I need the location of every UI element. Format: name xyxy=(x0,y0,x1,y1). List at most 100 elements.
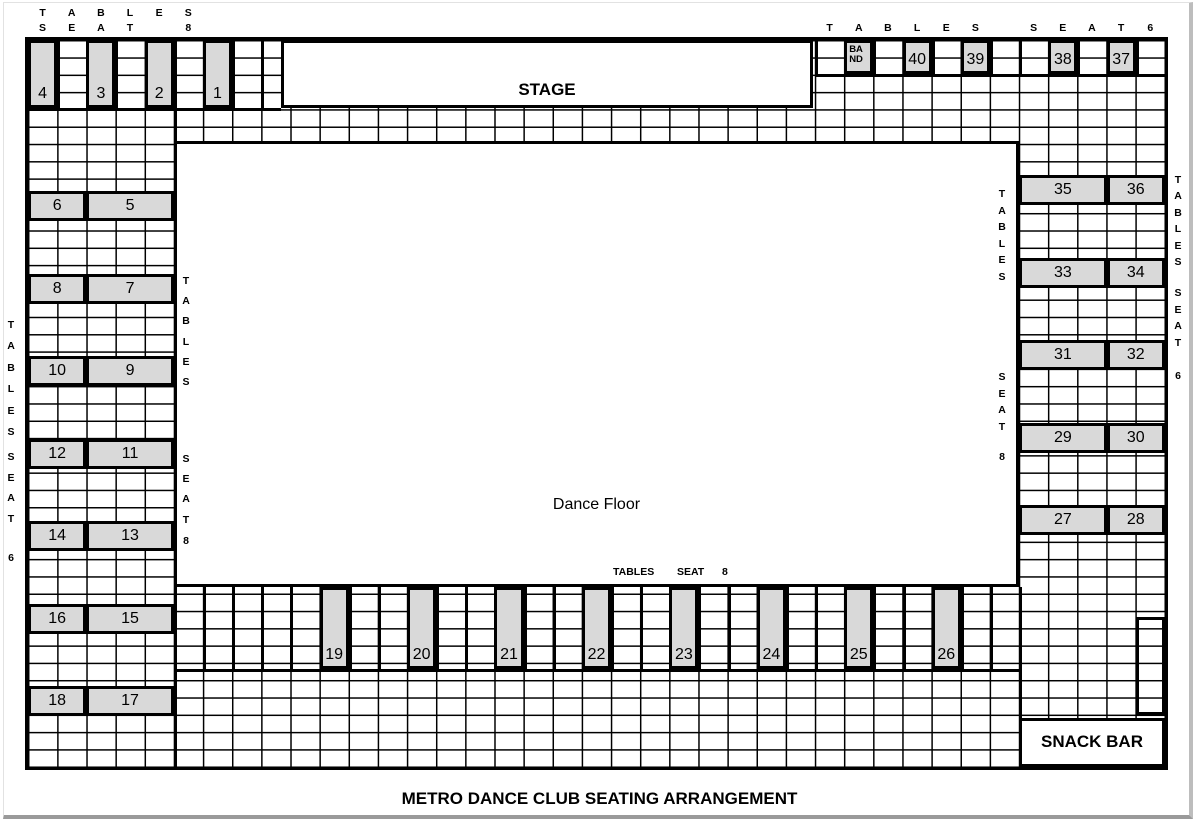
table-16: 16 xyxy=(28,603,87,634)
band-cell: BA ND xyxy=(844,40,874,74)
grid-thick-vline xyxy=(202,586,206,669)
grid-thick-vline xyxy=(873,40,877,74)
table-9: 9 xyxy=(86,356,174,386)
col-letter-label: E xyxy=(68,22,76,34)
table-30: 30 xyxy=(1106,422,1165,453)
floor-caption-word: TABLES xyxy=(613,566,655,578)
grid-thick-hline xyxy=(173,668,1020,672)
table-37: 37 xyxy=(1106,40,1136,74)
table-32: 32 xyxy=(1106,340,1165,370)
table-23: 23 xyxy=(669,586,699,669)
dance-floor-label: Dance Floor xyxy=(552,496,641,513)
col-letter-label: A xyxy=(67,7,76,19)
stage-area: STAGE xyxy=(281,40,813,108)
table-15: 15 xyxy=(86,603,174,634)
grid-thick-vline xyxy=(611,586,614,669)
vertical-label: 6 xyxy=(1175,370,1181,382)
col-letter-label: T xyxy=(1117,22,1125,34)
col-letter-label: 8 xyxy=(185,22,192,34)
table-5: 5 xyxy=(86,191,174,221)
grid-thick-vline xyxy=(57,40,61,108)
grid-thick-vline xyxy=(815,40,819,74)
table-3: 3 xyxy=(86,40,116,108)
table-26: 26 xyxy=(931,586,961,669)
table-17: 17 xyxy=(86,686,174,716)
col-letter-label: A xyxy=(97,22,105,34)
table-7: 7 xyxy=(86,273,174,304)
table-20: 20 xyxy=(407,586,437,669)
table-8: 8 xyxy=(28,273,87,304)
grid-thick-vline xyxy=(261,586,265,669)
table-27: 27 xyxy=(1019,505,1107,535)
table-11: 11 xyxy=(86,438,174,469)
col-letter-label: T xyxy=(126,22,134,34)
grid-thick-vline xyxy=(902,586,906,669)
table-35: 35 xyxy=(1019,175,1107,205)
table-25: 25 xyxy=(844,586,874,669)
col-letter-label: S xyxy=(184,7,192,19)
table-14: 14 xyxy=(28,521,87,551)
col-letter-label: S xyxy=(971,22,979,34)
table-18: 18 xyxy=(28,686,87,716)
table-39: 39 xyxy=(960,40,990,74)
grid-thick-vline xyxy=(785,586,789,669)
grid-thick-vline xyxy=(261,40,265,108)
grid-thick-vline xyxy=(960,586,964,669)
grid-thick-vline xyxy=(232,40,236,108)
vertical-label: 8 xyxy=(183,535,189,547)
col-letter-label: 6 xyxy=(1147,22,1154,34)
col-letter-label: E xyxy=(155,7,163,19)
col-letter-label: L xyxy=(913,22,921,34)
table-6: 6 xyxy=(28,191,87,221)
table-22: 22 xyxy=(581,586,612,669)
grid-thick-vline xyxy=(1135,40,1139,74)
grid-thick-vline xyxy=(436,586,440,669)
grid-thick-hline xyxy=(815,73,1165,77)
table-1: 1 xyxy=(202,40,233,108)
snack-bar-label: SNACK BAR xyxy=(1040,732,1143,752)
col-letter-label: B xyxy=(97,7,105,19)
table-21: 21 xyxy=(494,586,524,669)
vertical-label: 8 xyxy=(999,451,1005,463)
table-38: 38 xyxy=(1048,40,1078,74)
dance-floor-area: Dance Floor xyxy=(173,141,1020,587)
grid-thick-vline xyxy=(989,586,993,669)
col-letter-label: S xyxy=(39,22,47,34)
grid-thick-vline xyxy=(640,586,644,669)
vertical-label: S E A T xyxy=(1174,287,1182,349)
table-13: 13 xyxy=(86,521,174,551)
grid-thick-vline xyxy=(115,40,119,108)
grid-thick-vline xyxy=(931,40,935,74)
table-10: 10 xyxy=(28,356,87,386)
grid-thick-vline xyxy=(232,586,236,669)
col-letter-label: B xyxy=(884,22,892,34)
snack-bar-area: SNACK BAR xyxy=(1019,717,1165,767)
grid-thick-vline xyxy=(1077,40,1081,74)
grid-thick-vline xyxy=(465,586,469,669)
vertical-label: S E A T xyxy=(182,453,190,526)
vertical-label: S E A T xyxy=(998,371,1006,434)
table-31: 31 xyxy=(1019,340,1107,370)
col-letter-label: T xyxy=(826,22,833,34)
table-33: 33 xyxy=(1019,257,1107,288)
grid-thick-vline xyxy=(348,586,352,669)
table-40: 40 xyxy=(902,40,932,74)
table-28: 28 xyxy=(1106,505,1165,535)
vertical-label: T A B L E S xyxy=(7,319,15,439)
grid-thick-block xyxy=(1135,617,1165,715)
grid-thick-vline xyxy=(873,586,877,669)
vertical-label: S E A T xyxy=(7,451,15,525)
diagram-title: METRO DANCE CLUB SEATING ARRANGEMENT xyxy=(401,789,798,808)
col-letter-label: A xyxy=(854,22,863,34)
table-34: 34 xyxy=(1106,257,1165,288)
table-12: 12 xyxy=(28,438,87,469)
col-letter-label: S xyxy=(1030,22,1038,34)
table-29: 29 xyxy=(1019,422,1107,453)
vertical-label: T A B L E S xyxy=(182,275,190,389)
grid-thick-hline xyxy=(28,107,281,111)
stage-label: STAGE xyxy=(518,80,576,99)
grid-thick-vline xyxy=(815,586,819,669)
grid-thick-vline xyxy=(290,586,294,669)
grid-thick-vline xyxy=(989,40,993,74)
